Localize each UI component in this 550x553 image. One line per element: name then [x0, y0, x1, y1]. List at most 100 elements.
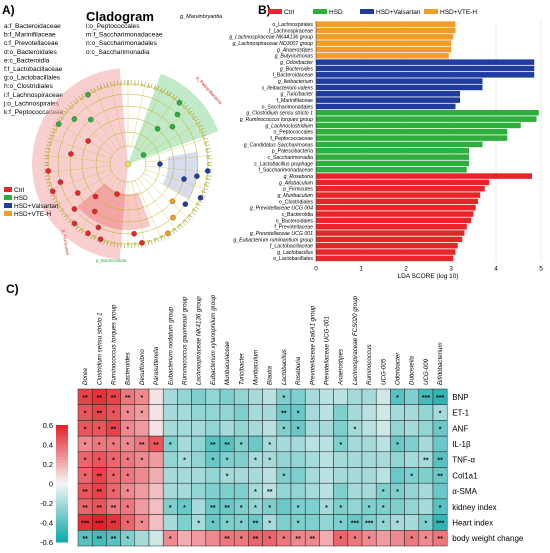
heatmap-star: * — [112, 442, 115, 449]
heatmap-star: ** — [125, 395, 131, 402]
lda-bar-label: o_Clostridiales — [279, 199, 313, 205]
lda-bar-label: s_Ileibacterium valens — [262, 85, 314, 91]
tree-node-highlight — [157, 161, 163, 167]
heatmap-cell — [404, 435, 420, 453]
tree-branch — [90, 88, 93, 93]
heatmap-cell — [361, 451, 377, 468]
heatmap-star: * — [84, 442, 87, 449]
heatmap-star: ** — [210, 442, 216, 449]
tree-branch — [137, 80, 139, 85]
heatmap-cell — [333, 420, 349, 437]
group-swatch — [4, 203, 12, 208]
heatmap-cell — [418, 482, 434, 500]
lda-bar-label: f_Bacteroidaceae — [273, 73, 313, 79]
heatmap-column-label: Dorea — [82, 368, 89, 385]
tree-branch — [96, 85, 99, 90]
heatmap-star: * — [84, 473, 87, 480]
heatmap-cell — [418, 420, 434, 437]
heatmap-column-label: Bacteroides — [125, 352, 132, 385]
heatmap-column-label: Muribaculaceae — [224, 341, 231, 385]
lda-bar-label: g_Ruminococcus torques group — [240, 117, 313, 123]
heatmap-cell — [319, 467, 334, 484]
tree-branch — [78, 95, 82, 100]
lda-bar-label: g_Turicibacter — [281, 92, 314, 98]
heatmap-cell — [233, 420, 249, 437]
heatmap-star: *** — [95, 520, 103, 527]
heatmap-star: ** — [97, 536, 103, 543]
tree-branch — [51, 139, 111, 159]
heatmap-cell — [333, 388, 349, 405]
tree-node-highlight — [204, 168, 211, 174]
lda-bar — [316, 27, 456, 34]
tree-branch — [145, 165, 208, 173]
colorbar-segment — [56, 492, 68, 496]
heatmap-star: * — [84, 426, 87, 433]
tree-node — [65, 214, 69, 217]
tree-node — [172, 97, 176, 100]
lda-legend-label: HSD+VTE-H — [440, 9, 477, 16]
clad-legend-item: c:f_Prevotellaceae — [4, 40, 59, 47]
tree-node-highlight — [114, 191, 120, 197]
heatmap-star: * — [297, 520, 300, 527]
heatmap-star: * — [169, 442, 172, 449]
heatmap-cell — [191, 498, 207, 515]
heatmap-star: * — [354, 536, 357, 543]
heatmap-star: * — [339, 520, 342, 527]
heatmap-star: ** — [153, 442, 159, 449]
colorbar-segment — [56, 521, 68, 525]
lda-bar — [316, 53, 449, 59]
heatmap-star: * — [254, 505, 257, 512]
heatmap-cell — [390, 467, 405, 484]
heatmap-star: * — [183, 458, 186, 465]
lda-bar-label: g_Anaerostipes — [277, 47, 313, 53]
tree-node — [133, 82, 137, 86]
heatmap-cell — [347, 388, 363, 405]
colorbar-segment — [56, 457, 68, 461]
heatmap-cell — [404, 451, 420, 468]
heatmap-star: * — [354, 426, 357, 433]
heatmap-cell — [432, 482, 448, 500]
lda-bar — [316, 97, 460, 103]
colorbar-segment — [56, 474, 68, 479]
heatmap-cell — [177, 467, 192, 484]
heatmap-cell — [276, 435, 292, 453]
heatmap-cell — [347, 498, 363, 515]
lda-legend-swatch — [424, 9, 438, 14]
tree-node — [49, 141, 53, 145]
heatmap-star: * — [126, 536, 129, 543]
heatmap-star: * — [141, 395, 144, 402]
tree-branch — [110, 242, 112, 247]
tree-node — [166, 93, 170, 97]
heatmap-column-label: Odoribacter — [395, 352, 402, 385]
heatmap-cell — [404, 498, 420, 515]
heatmap-cell — [162, 388, 178, 405]
colorbar-segment — [56, 486, 68, 490]
heatmap-cell — [219, 388, 235, 405]
heatmap-star: * — [126, 442, 129, 449]
tree-branch — [51, 169, 111, 189]
tree-branch — [207, 151, 212, 153]
tree-branch — [56, 206, 61, 210]
heatmap-cell — [404, 404, 420, 421]
colorbar-segment — [56, 518, 68, 523]
lda-bar — [316, 160, 469, 167]
heatmap-row-label: body weight change — [452, 534, 524, 543]
heatmap-column-label: Ruminococcus — [366, 344, 373, 385]
lda-bar — [316, 204, 476, 211]
heatmap-star: * — [297, 426, 300, 433]
heatmap-cell — [162, 514, 178, 531]
tree-node — [61, 116, 64, 120]
heatmap-star: ** — [281, 411, 287, 418]
colorbar-segment — [56, 433, 68, 438]
clad-legend-item: e:c_Bacteroidia — [4, 57, 50, 64]
tree-branch — [131, 85, 145, 147]
group-swatch — [4, 195, 12, 200]
heatmap-cell — [333, 404, 349, 421]
heatmap-cell — [191, 451, 207, 468]
tree-branch — [135, 180, 161, 238]
heatmap-cell — [191, 388, 207, 405]
heatmap-cell — [276, 514, 292, 531]
tree-branch — [191, 113, 196, 116]
heatmap-star: * — [98, 426, 101, 433]
